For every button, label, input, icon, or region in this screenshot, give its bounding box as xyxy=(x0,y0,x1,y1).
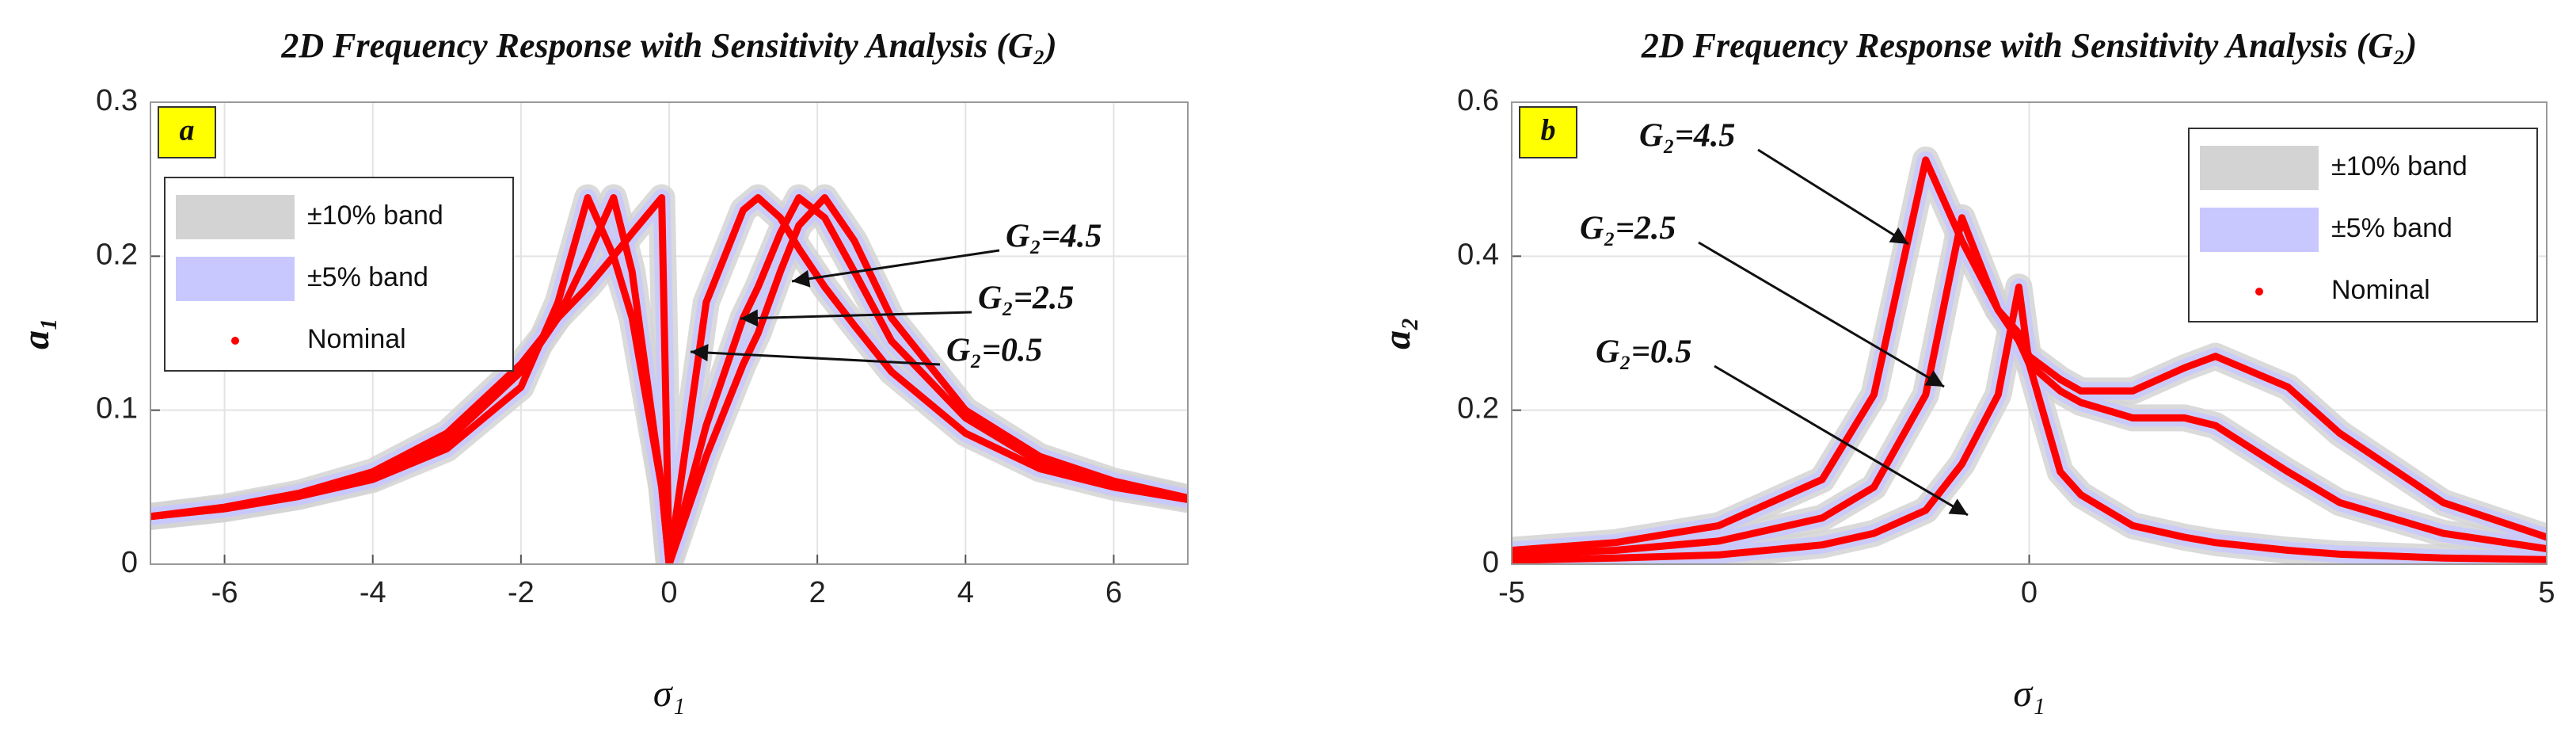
axes-frame xyxy=(150,101,1189,565)
y-axis-label: a₁ xyxy=(15,317,57,349)
x-tick-label: -2 xyxy=(508,576,535,609)
x-tick-label: 6 xyxy=(1105,576,1122,609)
x-tick-label: 0 xyxy=(660,576,677,609)
x-tick-label: 5 xyxy=(2538,576,2555,609)
y-tick-label: 0.3 xyxy=(96,84,138,117)
annotation-arrow xyxy=(690,344,941,366)
legend-label: ±5% band xyxy=(2331,213,2452,243)
y-tick-label: 0.2 xyxy=(1457,392,1499,426)
legend-swatch xyxy=(176,257,295,301)
x-tick-label: 2 xyxy=(809,576,826,609)
x-tick-label: -4 xyxy=(360,576,386,609)
annotation-arrow xyxy=(1698,241,1945,388)
panel-label-box xyxy=(1519,106,1577,158)
chart-title: 2D Frequency Response with Sensitivity A… xyxy=(280,26,1056,65)
nominal-line xyxy=(1512,283,2547,564)
annotation: G₂=4.5 xyxy=(1639,118,1735,155)
x-tick-label: 4 xyxy=(957,576,974,609)
legend-marker xyxy=(2255,288,2263,296)
nominal-line xyxy=(150,194,1188,564)
annotation: G₂=2.5 xyxy=(978,280,1074,317)
axes-frame xyxy=(1511,101,2547,565)
y-tick-label: 0.4 xyxy=(1457,238,1499,271)
x-tick-label: -6 xyxy=(211,576,238,609)
panel-label: a xyxy=(180,114,195,147)
annotation-arrow xyxy=(791,249,1000,288)
annotation: G₂=0.5 xyxy=(1596,334,1691,371)
y-tick-label: 0.6 xyxy=(1457,84,1499,117)
legend-swatch xyxy=(176,195,295,239)
x-tick-label: 0 xyxy=(2021,576,2038,609)
legend-label: Nominal xyxy=(307,324,406,354)
y-tick-label: 0 xyxy=(1482,546,1499,579)
y-axis-label: a₂ xyxy=(1376,317,1418,349)
legend-marker xyxy=(231,337,239,345)
panel-label: b xyxy=(1541,114,1556,147)
nominal-line xyxy=(150,194,1188,564)
legend-label: Nominal xyxy=(2331,275,2430,305)
annotation-arrow xyxy=(1714,364,1969,517)
y-tick-label: 0.2 xyxy=(96,238,138,271)
x-axis-label: σ₁ xyxy=(653,673,685,715)
annotation-arrow xyxy=(740,309,972,327)
y-tick-label: 0.1 xyxy=(96,392,138,426)
annotation: G₂=4.5 xyxy=(1006,219,1102,255)
nominal-line xyxy=(150,194,1188,564)
legend-label: ±10% band xyxy=(307,200,443,231)
annotation: G₂=2.5 xyxy=(1580,211,1676,247)
annotation: G₂=0.5 xyxy=(946,333,1042,369)
panel-label-box xyxy=(158,106,216,158)
x-axis-label: σ₁ xyxy=(2013,673,2045,715)
legend-swatch xyxy=(2200,208,2319,252)
annotation-arrow xyxy=(1757,148,1909,246)
y-tick-label: 0 xyxy=(121,546,138,579)
legend-label: ±5% band xyxy=(307,262,428,292)
legend-swatch xyxy=(2200,146,2319,190)
legend-label: ±10% band xyxy=(2331,151,2468,181)
x-tick-label: -5 xyxy=(1498,576,1525,609)
chart-title: 2D Frequency Response with Sensitivity A… xyxy=(1641,26,2417,65)
